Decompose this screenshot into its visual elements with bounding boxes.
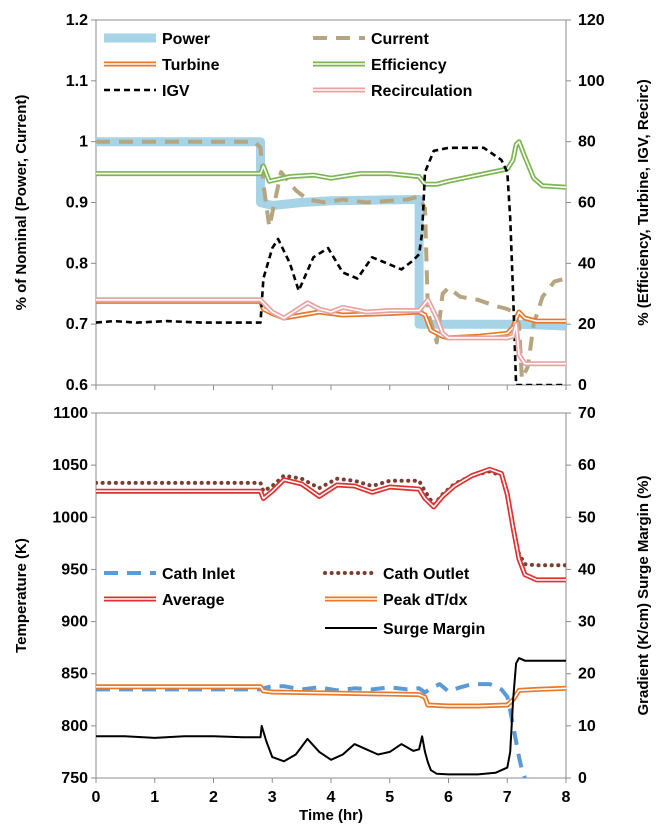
legend-entry-recirculation: Recirculation	[313, 83, 472, 100]
series-line-surge-margin	[96, 657, 566, 776]
legend-entry-cath-inlet: Cath Inlet	[104, 566, 236, 583]
legend-entry-power: Power	[104, 31, 210, 48]
bottom-x-axis-label: Time (hr)	[299, 807, 363, 824]
bottom-y2-axis-label: Gradient (K/cm) Surge Margin (%)	[635, 475, 652, 715]
bottom-x-tick-label: 1	[150, 789, 159, 806]
legend-entry-cath-outlet: Cath Outlet	[323, 566, 470, 583]
top-series-group	[96, 137, 566, 385]
top-chart: 0.6 0.7 0.8 0.9 1 1.1 1.2 0 20 40 60 80 100 120 % of N…	[13, 12, 652, 394]
top-y2-tick-label: 80	[578, 134, 596, 151]
bottom-y2-tick-label: 20	[578, 666, 596, 683]
bottom-chart: 7508008509009501000105011000102030405060…	[13, 405, 652, 824]
bottom-y2-tick-label: 10	[578, 718, 596, 735]
legend-label-surge-margin: Surge Margin	[383, 621, 485, 638]
legend-entry-peak-dt-dx: Peak dT/dx	[325, 592, 468, 609]
bottom-y2-tick-label: 30	[578, 614, 596, 631]
bottom-y-tick-label: 1050	[52, 457, 88, 474]
top-y-tick-label: 0.8	[66, 255, 88, 272]
legend-label-power: Power	[162, 31, 210, 48]
bottom-y2-tick-label: 0	[578, 770, 587, 787]
bottom-x-tick-label: 2	[209, 789, 218, 806]
top-y-tick-label: 1.2	[66, 12, 88, 29]
bottom-y-tick-label: 800	[61, 718, 88, 735]
series-line-recirculation-core	[96, 298, 566, 365]
legend-entry-current: Current	[313, 31, 429, 48]
series-line-cath-inlet	[96, 682, 527, 778]
bottom-y2-tick-label: 40	[578, 561, 596, 578]
top-y2-tick-label: 40	[578, 255, 596, 272]
series-line-efficiency	[96, 139, 566, 190]
top-y-axis-label: % of Nominal (Power, Current)	[13, 95, 30, 311]
series-line-average-core	[96, 468, 566, 581]
legend-label-recirculation: Recirculation	[371, 83, 472, 100]
top-y-tick-label: 0.7	[66, 316, 88, 333]
bottom-y-tick-label: 1100	[53, 405, 88, 422]
bottom-y-tick-label: 900	[61, 614, 88, 631]
top-y2-tick-label: 20	[578, 316, 596, 333]
legend-label-peak-dt-dx: Peak dT/dx	[383, 592, 468, 609]
legend-label-cath-inlet: Cath Inlet	[162, 566, 236, 583]
series-line-average	[96, 466, 566, 583]
bottom-y-tick-label: 750	[61, 770, 88, 787]
top-y2-axis-label: % (Efficiency, Turbine, IGV, Recirc)	[635, 79, 652, 325]
series-line-efficiency-core	[96, 140, 566, 189]
top-y-tick-label: 0.6	[66, 377, 88, 394]
top-y2-tick-label: 120	[578, 12, 605, 29]
top-y-tick-label: 1.1	[66, 73, 88, 90]
bottom-y-tick-label: 850	[61, 666, 88, 683]
legend-label-igv: IGV	[162, 83, 190, 100]
bottom-y2-tick-label: 70	[578, 405, 596, 422]
bottom-x-tick-label: 4	[327, 789, 336, 806]
series-line-peak-dt-dx-core	[96, 685, 566, 707]
top-y2-tick-label: 0	[578, 377, 587, 394]
legend-entry-igv: IGV	[104, 83, 190, 100]
legend-label-turbine: Turbine	[162, 57, 220, 74]
bottom-y2-tick-label: 60	[578, 457, 596, 474]
series-line-igv	[96, 146, 566, 385]
bottom-y-axis-label: Temperature (K)	[13, 538, 30, 653]
bottom-y-tick-label: 1000	[52, 509, 88, 526]
legend-label-average: Average	[162, 592, 225, 609]
bottom-y2-tick-label: 50	[578, 509, 596, 526]
legend-entry-surge-margin: Surge Margin	[325, 621, 485, 638]
legend-entry-average: Average	[104, 592, 225, 609]
bottom-x-tick-label: 5	[385, 789, 394, 806]
legend-label-current: Current	[371, 31, 429, 48]
series-line-current	[96, 139, 566, 381]
bottom-x-tick-label: 7	[503, 789, 512, 806]
bottom-x-tick-label: 0	[92, 789, 101, 806]
legend-entry-turbine: Turbine	[104, 57, 220, 74]
legend-label-cath-outlet: Cath Outlet	[383, 566, 470, 583]
bottom-x-tick-label: 3	[268, 789, 277, 806]
bottom-y-tick-label: 950	[61, 561, 88, 578]
series-line-recirculation	[96, 297, 566, 367]
bottom-x-tick-label: 6	[444, 789, 453, 806]
series-line-turbine	[96, 298, 566, 341]
top-y2-tick-label: 60	[578, 195, 596, 212]
top-y2-tick-label: 100	[578, 73, 605, 90]
bottom-series-group	[96, 466, 566, 778]
top-y-tick-label: 0.9	[66, 195, 88, 212]
top-y-tick-label: 1	[79, 134, 88, 151]
series-line-cath-outlet	[96, 469, 566, 568]
legend-label-efficiency: Efficiency	[371, 57, 447, 74]
bottom-x-tick-label: 8	[562, 789, 571, 806]
legend-entry-efficiency: Efficiency	[313, 57, 447, 74]
